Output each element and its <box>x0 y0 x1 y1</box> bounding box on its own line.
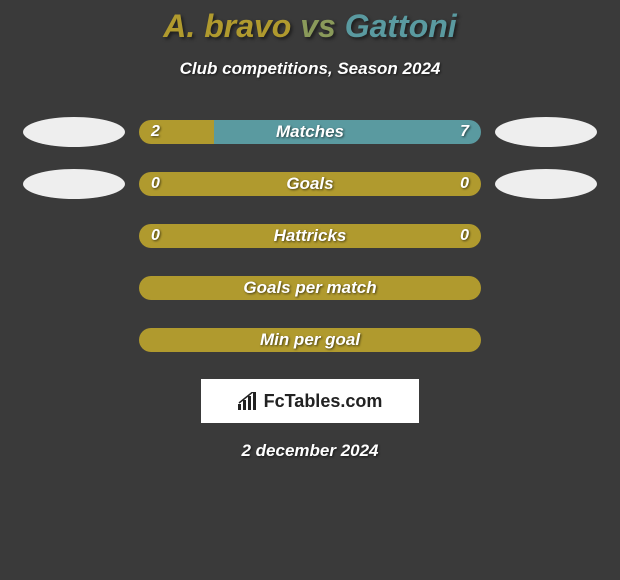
player2-name: Gattoni <box>345 8 457 44</box>
stat-value-right: 0 <box>460 227 469 245</box>
stat-value-left: 2 <box>151 123 160 141</box>
stat-value-left: 0 <box>151 175 160 193</box>
stat-row: 0 0 Hattricks <box>0 221 620 251</box>
stat-row: 0 0 Goals <box>0 169 620 199</box>
stat-value-right: 7 <box>460 123 469 141</box>
chart-icon <box>238 392 260 410</box>
stat-bar: Min per goal <box>139 328 481 352</box>
logo-text: FcTables.com <box>238 391 383 412</box>
stat-row: Min per goal <box>0 325 620 355</box>
stat-value-right: 0 <box>460 175 469 193</box>
page-title: A. bravo vs Gattoni <box>0 8 620 45</box>
comparison-widget: A. bravo vs Gattoni Club competitions, S… <box>0 0 620 461</box>
subtitle: Club competitions, Season 2024 <box>0 59 620 79</box>
oval-spacer <box>23 221 125 251</box>
stat-value-left: 0 <box>151 227 160 245</box>
player1-name: A. bravo <box>163 8 291 44</box>
stat-label: Min per goal <box>260 330 360 350</box>
stat-bar: 2 7 Matches <box>139 120 481 144</box>
stats-rows: 2 7 Matches 0 0 Goals 0 0 Hattricks Goals per mat… <box>0 117 620 355</box>
stat-label: Goals <box>286 174 333 194</box>
stat-label: Goals per match <box>243 278 376 298</box>
stat-bar: 0 0 Goals <box>139 172 481 196</box>
vs-text: vs <box>300 8 336 44</box>
oval-spacer <box>23 273 125 303</box>
stat-bar: 0 0 Hattricks <box>139 224 481 248</box>
bar-segment-right <box>214 120 481 144</box>
oval-spacer <box>495 273 597 303</box>
player1-oval <box>23 117 125 147</box>
date-text: 2 december 2024 <box>0 441 620 461</box>
stat-label: Hattricks <box>274 226 347 246</box>
player1-oval <box>23 169 125 199</box>
oval-spacer <box>495 221 597 251</box>
stat-row: Goals per match <box>0 273 620 303</box>
stat-row: 2 7 Matches <box>0 117 620 147</box>
stat-label: Matches <box>276 122 344 142</box>
logo-label: FcTables.com <box>264 391 383 412</box>
stat-bar: Goals per match <box>139 276 481 300</box>
player2-oval <box>495 169 597 199</box>
oval-spacer <box>23 325 125 355</box>
player2-oval <box>495 117 597 147</box>
logo-box[interactable]: FcTables.com <box>201 379 419 423</box>
oval-spacer <box>495 325 597 355</box>
